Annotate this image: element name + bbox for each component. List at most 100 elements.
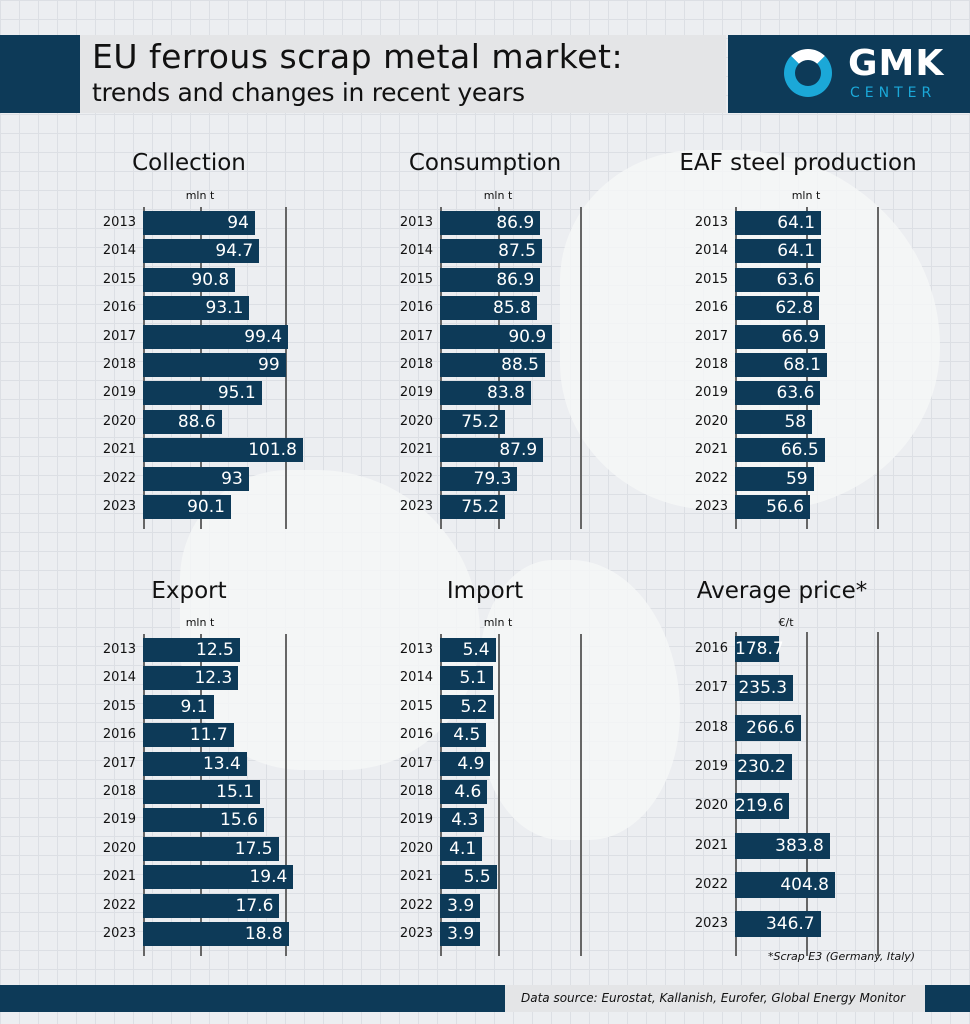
import-bar: 5.1 bbox=[440, 666, 493, 691]
export-tick-label: 2018 bbox=[102, 784, 136, 799]
consumption-bar: 75.2 bbox=[440, 409, 506, 434]
consumption-tick-label: 2021 bbox=[399, 442, 433, 458]
eaf-steel-production-bar: 68.1 bbox=[735, 353, 828, 377]
eaf-steel-production-tick-label: 2021 bbox=[694, 442, 728, 458]
collection-bar: 88.6 bbox=[143, 409, 222, 434]
header-accent bbox=[0, 35, 80, 113]
import-gridline bbox=[498, 634, 500, 957]
eaf-steel-production-gridline bbox=[877, 207, 879, 530]
eaf-steel-production-bar: 63.6 bbox=[735, 267, 821, 292]
collection-tick-label: 2015 bbox=[102, 271, 136, 287]
logo-name: GMK bbox=[848, 43, 945, 84]
consumption-tick-label: 2015 bbox=[399, 271, 433, 287]
export-tick-label: 2020 bbox=[102, 840, 136, 856]
consumption-tick-label: 2014 bbox=[399, 243, 433, 259]
consumption-bar: 90.9 bbox=[440, 324, 553, 349]
average-price-unit: €/t bbox=[778, 616, 794, 629]
header: EU ferrous scrap metal market: trends an… bbox=[80, 35, 726, 113]
export-unit: mln t bbox=[185, 616, 215, 629]
average-price-tick-label: 2016 bbox=[694, 641, 728, 656]
eaf-steel-production-bar: 66.5 bbox=[735, 438, 825, 463]
eaf-steel-production-title: EAF steel production bbox=[679, 150, 917, 176]
data-source: Data source: Eurostat, Kallanish, Eurofe… bbox=[505, 985, 925, 1012]
collection-bar: 93.1 bbox=[143, 296, 250, 321]
consumption-bar: 87.5 bbox=[440, 239, 542, 264]
average-price-bar: 235.3 bbox=[735, 675, 794, 702]
export-bar: 11.7 bbox=[143, 723, 234, 748]
export-title: Export bbox=[151, 578, 227, 604]
average-price-bar: 266.6 bbox=[735, 714, 801, 741]
consumption-bar: 85.8 bbox=[440, 296, 537, 321]
collection-bar: 99.4 bbox=[143, 324, 289, 349]
eaf-steel-production-tick-label: 2015 bbox=[694, 271, 728, 287]
average-price-tick-label: 2021 bbox=[694, 837, 728, 853]
average-price-bar: 230.2 bbox=[735, 753, 792, 780]
import-tick-label: 2013 bbox=[399, 642, 433, 657]
logo: GMK CENTER bbox=[728, 35, 970, 113]
eaf-steel-production-bar: 59 bbox=[735, 466, 814, 491]
eaf-steel-production-bar: 58 bbox=[735, 409, 813, 434]
eaf-steel-production-tick-label: 2017 bbox=[694, 328, 728, 344]
import-tick-label: 2021 bbox=[399, 869, 433, 885]
export-bar: 12.3 bbox=[143, 666, 239, 691]
consumption-tick-label: 2018 bbox=[399, 357, 433, 372]
average-price-tick-label: 2023 bbox=[694, 916, 728, 932]
import-tick-label: 2019 bbox=[399, 812, 433, 828]
import-bar: 4.9 bbox=[440, 751, 491, 776]
collection-bar: 99 bbox=[143, 353, 286, 377]
consumption-tick-label: 2019 bbox=[399, 385, 433, 401]
export-tick-label: 2023 bbox=[102, 926, 136, 941]
collection-tick-label: 2020 bbox=[102, 413, 136, 429]
eaf-steel-production-tick-label: 2019 bbox=[694, 385, 728, 401]
consumption-gridline bbox=[580, 207, 582, 530]
consumption-tick-label: 2023 bbox=[399, 499, 433, 514]
import-tick-label: 2023 bbox=[399, 926, 433, 941]
collection-tick-label: 2021 bbox=[102, 442, 136, 458]
consumption-title: Consumption bbox=[408, 150, 562, 176]
import-tick-label: 2020 bbox=[399, 840, 433, 856]
eaf-steel-production-tick-label: 2020 bbox=[694, 413, 728, 429]
export-tick-label: 2016 bbox=[102, 727, 136, 743]
eaf-steel-production-bar: 63.6 bbox=[735, 381, 821, 406]
consumption-tick-label: 2013 bbox=[399, 215, 433, 230]
collection-title: Collection bbox=[132, 150, 246, 176]
export-tick-label: 2022 bbox=[102, 897, 136, 913]
average-price-tick-label: 2022 bbox=[694, 876, 728, 892]
average-price-gridline bbox=[877, 632, 879, 957]
average-price-bar: 404.8 bbox=[735, 871, 835, 898]
import-tick-label: 2017 bbox=[399, 755, 433, 771]
export-tick-label: 2017 bbox=[102, 755, 136, 771]
import-gridline bbox=[580, 634, 582, 957]
average-price-title: Average price* bbox=[696, 578, 868, 604]
export-tick-label: 2019 bbox=[102, 812, 136, 828]
collection-tick-label: 2016 bbox=[102, 300, 136, 316]
collection-tick-label: 2018 bbox=[102, 357, 136, 372]
collection-tick-label: 2019 bbox=[102, 385, 136, 401]
import-bar: 4.6 bbox=[440, 780, 488, 804]
import-title: Import bbox=[446, 578, 524, 604]
average-price-bar: 346.7 bbox=[735, 911, 821, 938]
export-gridline bbox=[285, 634, 287, 957]
collection-tick-label: 2013 bbox=[102, 215, 136, 230]
eaf-steel-production-tick-label: 2013 bbox=[694, 215, 728, 230]
export-tick-label: 2021 bbox=[102, 869, 136, 885]
export-bar: 19.4 bbox=[143, 865, 294, 890]
eaf-steel-production-tick-label: 2022 bbox=[694, 470, 728, 486]
eaf-steel-production-bar: 64.1 bbox=[735, 211, 822, 235]
export-bar: 12.5 bbox=[143, 638, 240, 662]
export-tick-label: 2014 bbox=[102, 670, 136, 686]
import-bar: 4.1 bbox=[440, 836, 483, 861]
collection-tick-label: 2022 bbox=[102, 470, 136, 486]
eaf-steel-production-tick-label: 2014 bbox=[694, 243, 728, 259]
eaf-steel-production-bar: 56.6 bbox=[735, 495, 811, 519]
export-bar: 15.6 bbox=[143, 808, 264, 833]
export-bar: 17.5 bbox=[143, 836, 279, 861]
average-price-tick-label: 2017 bbox=[694, 680, 728, 696]
consumption-tick-label: 2017 bbox=[399, 328, 433, 344]
eaf-steel-production-unit: mln t bbox=[791, 189, 821, 202]
eaf-steel-production-bar: 62.8 bbox=[735, 296, 820, 321]
collection-bar: 90.1 bbox=[143, 495, 231, 519]
export-tick-label: 2013 bbox=[102, 642, 136, 657]
average-price-tick-label: 2019 bbox=[694, 758, 728, 774]
average-price-tick-label: 2018 bbox=[694, 719, 728, 735]
